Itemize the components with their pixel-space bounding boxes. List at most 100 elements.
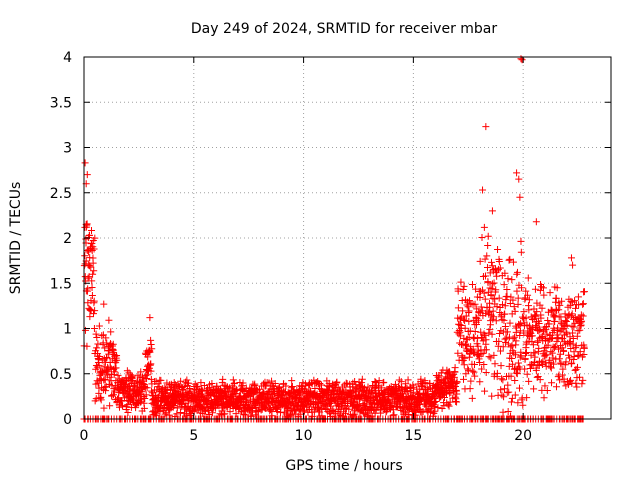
data-point bbox=[569, 335, 577, 343]
data-point bbox=[531, 349, 539, 357]
data-point bbox=[106, 402, 114, 410]
data-point bbox=[547, 348, 555, 356]
data-point bbox=[138, 388, 146, 396]
x-tick-label: 15 bbox=[404, 428, 422, 444]
data-point bbox=[84, 274, 92, 282]
data-point bbox=[337, 403, 345, 411]
data-point bbox=[521, 295, 529, 303]
data-point bbox=[499, 343, 507, 351]
data-point bbox=[364, 383, 372, 391]
data-point bbox=[548, 335, 556, 343]
data-point bbox=[83, 171, 91, 179]
data-point bbox=[103, 353, 111, 361]
data-point bbox=[470, 349, 478, 357]
data-point bbox=[200, 381, 208, 389]
data-point bbox=[506, 319, 514, 327]
data-point bbox=[551, 342, 559, 350]
data-point bbox=[580, 351, 588, 359]
data-point bbox=[577, 311, 585, 319]
data-point bbox=[500, 281, 508, 289]
data-point bbox=[513, 169, 521, 177]
data-point bbox=[115, 403, 123, 411]
data-point bbox=[494, 342, 502, 350]
data-point bbox=[560, 347, 568, 355]
data-point bbox=[96, 394, 104, 402]
y-tick-label: 1.5 bbox=[50, 276, 72, 292]
data-point bbox=[101, 344, 109, 352]
data-point bbox=[532, 218, 540, 226]
data-point bbox=[565, 354, 573, 362]
data-point bbox=[462, 312, 470, 320]
data-point bbox=[475, 316, 483, 324]
data-point bbox=[511, 377, 519, 385]
data-point bbox=[295, 387, 303, 395]
data-point bbox=[508, 342, 516, 350]
data-point bbox=[219, 375, 227, 383]
data-point bbox=[580, 344, 588, 352]
data-point bbox=[516, 331, 524, 339]
data-point bbox=[528, 332, 536, 340]
data-point bbox=[375, 377, 383, 385]
data-point bbox=[557, 360, 565, 368]
data-point bbox=[567, 254, 575, 262]
data-point bbox=[508, 276, 516, 284]
data-point bbox=[426, 379, 434, 387]
data-points bbox=[80, 55, 588, 423]
data-point bbox=[137, 368, 145, 376]
data-point bbox=[488, 285, 496, 293]
data-point bbox=[481, 272, 489, 280]
data-point bbox=[520, 308, 528, 316]
data-point bbox=[568, 310, 576, 318]
data-point bbox=[143, 375, 151, 383]
y-tick-label: 0 bbox=[63, 412, 72, 428]
data-point bbox=[558, 297, 566, 305]
data-point bbox=[468, 394, 476, 402]
data-point bbox=[460, 361, 468, 369]
data-point bbox=[106, 373, 114, 381]
data-point bbox=[492, 286, 500, 294]
data-point bbox=[469, 333, 477, 341]
data-point bbox=[143, 384, 151, 392]
data-point bbox=[576, 326, 584, 334]
data-point bbox=[493, 303, 501, 311]
data-point bbox=[459, 285, 467, 293]
data-point bbox=[231, 390, 239, 398]
data-point bbox=[471, 372, 479, 380]
data-point bbox=[503, 328, 511, 336]
data-point bbox=[84, 261, 92, 269]
data-point bbox=[521, 365, 529, 373]
x-tick-label: 0 bbox=[80, 428, 89, 444]
data-point bbox=[271, 380, 279, 388]
data-point bbox=[523, 394, 531, 402]
data-point bbox=[486, 284, 494, 292]
data-point bbox=[530, 385, 538, 393]
data-point bbox=[132, 404, 140, 412]
grid-lines bbox=[84, 57, 611, 419]
data-point bbox=[512, 337, 520, 345]
data-point bbox=[121, 388, 129, 396]
data-point bbox=[539, 284, 547, 292]
data-point bbox=[107, 328, 115, 336]
data-point bbox=[464, 365, 472, 373]
data-point bbox=[318, 381, 326, 389]
data-point bbox=[543, 351, 551, 359]
data-point bbox=[501, 302, 509, 310]
data-point bbox=[541, 382, 549, 390]
data-point bbox=[102, 334, 110, 342]
data-point bbox=[525, 306, 533, 314]
data-point bbox=[458, 296, 466, 304]
data-point bbox=[477, 328, 485, 336]
data-point bbox=[498, 391, 506, 399]
data-point bbox=[96, 353, 104, 361]
data-point bbox=[532, 366, 540, 374]
data-point bbox=[511, 391, 519, 399]
data-point bbox=[464, 366, 472, 374]
data-point bbox=[466, 297, 474, 305]
data-point bbox=[553, 284, 561, 292]
data-point bbox=[242, 384, 250, 392]
data-point bbox=[554, 373, 562, 381]
y-tick-label: 1 bbox=[63, 322, 72, 338]
data-point bbox=[476, 293, 484, 301]
data-point bbox=[570, 355, 578, 363]
